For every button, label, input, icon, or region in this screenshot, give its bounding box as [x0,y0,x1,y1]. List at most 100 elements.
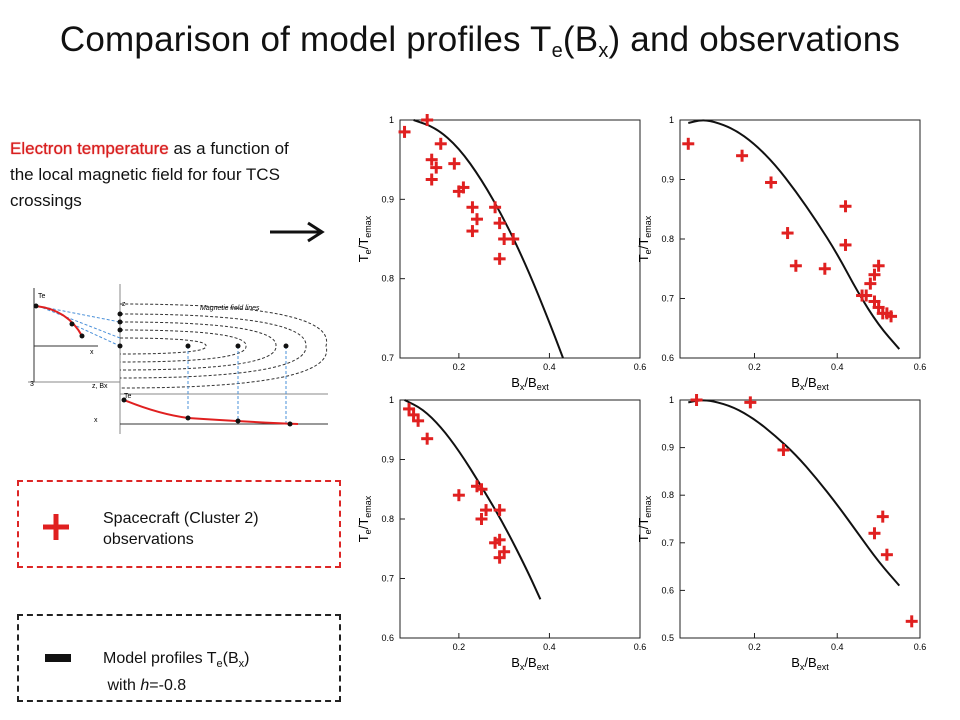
observation-point [885,310,898,323]
observation-point [690,394,703,406]
x-tick-label: 0.2 [748,362,761,372]
model-curve [404,399,542,600]
observation-point [682,137,695,150]
chart-bottom-right-svg: 0.5 0.6 0.7 0.8 0.9 1 0.2 0.4 0.6 Bx/Bext Te/Temax [636,394,927,672]
field-lines-label: Magnetic field lines [200,305,260,312]
observation-point [466,225,479,238]
observation-point [430,161,443,174]
observation-point [470,213,483,226]
right-arrow-icon [270,221,325,243]
observation-point [777,443,790,456]
observation-point [781,227,794,240]
observation-point [493,252,506,265]
observation-point [425,153,438,166]
observation-point [868,268,881,281]
x-axis-label: Bx/Bext [791,375,829,392]
y-tick-label: 0.7 [381,574,394,584]
x-tick-label: 0.4 [831,642,844,652]
y-axis-label: Te/Temax [356,495,373,542]
y-tick-label: 0.7 [661,294,674,304]
legend-model-text: Model profiles Te(Bx) with h=-0.8 [103,650,250,695]
observation-point [860,289,873,302]
observation-point [489,201,502,214]
observation-point [475,483,488,496]
schematic-te-label: Te [38,293,46,300]
plot-frame [679,399,921,639]
schematic-3-label: 3 [30,381,34,388]
y-tick-label: 0.6 [381,633,394,643]
description-rest: as a function of the local magnetic fiel… [10,139,289,210]
x-tick-label: 0.2 [453,642,466,652]
y-tick-label: 0.8 [661,234,674,244]
chart-bottom-right: 0.5 0.6 0.7 0.8 0.9 1 0.2 0.4 0.6 Bx/Bext Te/Temax [630,382,930,672]
legend-model: Model profiles Te(Bx) with h=-0.8 [17,614,341,702]
observation-point [466,201,479,214]
y-tick-label: 1 [389,115,394,125]
y-tick-label: 1 [669,115,674,125]
observation-point [864,277,877,290]
chart-top-left-svg: 0.7 0.8 0.9 1 0.2 0.4 0.6 Bx/Bext Te/Temax [356,114,647,392]
legend-observations: Spacecraft (Cluster 2) observations [17,480,341,568]
y-tick-label: 0.8 [381,274,394,284]
observation-point [493,504,506,517]
y-tick-label: 0.7 [661,538,674,548]
observation-point [876,510,889,523]
y-axis-label: Te/Temax [356,215,373,262]
observation-point [493,217,506,230]
y-tick-label: 0.6 [661,353,674,363]
y-tick-label: 0.9 [381,455,394,465]
observation-point [480,504,493,517]
y-axis-label: Te/Temax [636,495,653,542]
x-tick-label: 0.4 [543,362,556,372]
x-axis-label: Bx/Bext [511,375,549,392]
description-text: Electron temperature as a function of th… [10,136,310,214]
observation-point [905,615,918,628]
observation-point [872,259,885,272]
observation-point [507,233,520,245]
legend-observations-text: Spacecraft (Cluster 2) observations [103,510,259,548]
x-tick-label: 0.6 [914,642,927,652]
x-tick-label: 0.4 [831,362,844,372]
schematic-x2-label: x [94,417,98,424]
observation-point [421,114,434,126]
y-tick-label: 1 [389,395,394,405]
chart-top-right-svg: 0.6 0.7 0.8 0.9 1 0.2 0.4 0.6 Bx/Bext Te/Temax [636,115,927,392]
x-tick-label: 0.6 [914,362,927,372]
y-tick-label: 0.5 [661,633,674,643]
y-tick-label: 0.9 [661,175,674,185]
observation-point [421,432,434,445]
plot-frame [399,119,641,359]
x-tick-label: 0.2 [453,362,466,372]
observation-point [412,414,425,427]
y-tick-label: 0.8 [661,490,674,500]
model-curve [688,119,901,350]
y-tick-label: 0.8 [381,514,394,524]
x-axis-label: Bx/Bext [791,655,829,672]
schematic-zbx-label: z, Bx [92,383,108,390]
observation-point [839,238,852,251]
y-tick-label: 0.7 [381,353,394,363]
schematic-x-label: x [90,349,94,356]
y-tick-label: 0.6 [661,585,674,595]
schematic-z-label: z [122,301,126,308]
observation-point [493,551,506,564]
observation-point [818,262,831,275]
description-highlight: Electron temperature [10,139,169,158]
y-tick-label: 0.9 [661,443,674,453]
observation-point [489,536,502,549]
observation-point [839,200,852,213]
black-line-icon [45,654,71,662]
x-tick-label: 0.6 [634,362,647,372]
tcs-schematic-diagram: Te x 3 z, Bx z x Te Magnetic field lines [28,284,330,434]
chart-bottom-left-svg: 0.6 0.7 0.8 0.9 1 0.2 0.4 0.6 Bx/Bext Te/Temax [356,395,646,672]
observation-point [868,527,881,540]
observation-point [448,157,461,170]
observation-point [425,173,438,186]
plot-frame [399,399,641,639]
chart-bottom-left: 0.6 0.7 0.8 0.9 1 0.2 0.4 0.6 Bx/Bext Te/Temax [350,382,650,672]
x-tick-label: 0.4 [543,642,556,652]
page-title: Comparison of model profiles Te(Bx) and … [59,20,901,62]
observation-point [398,125,411,138]
chart-top-right: 0.6 0.7 0.8 0.9 1 0.2 0.4 0.6 Bx/Bext Te/Temax [630,102,930,392]
observation-point [744,396,757,409]
